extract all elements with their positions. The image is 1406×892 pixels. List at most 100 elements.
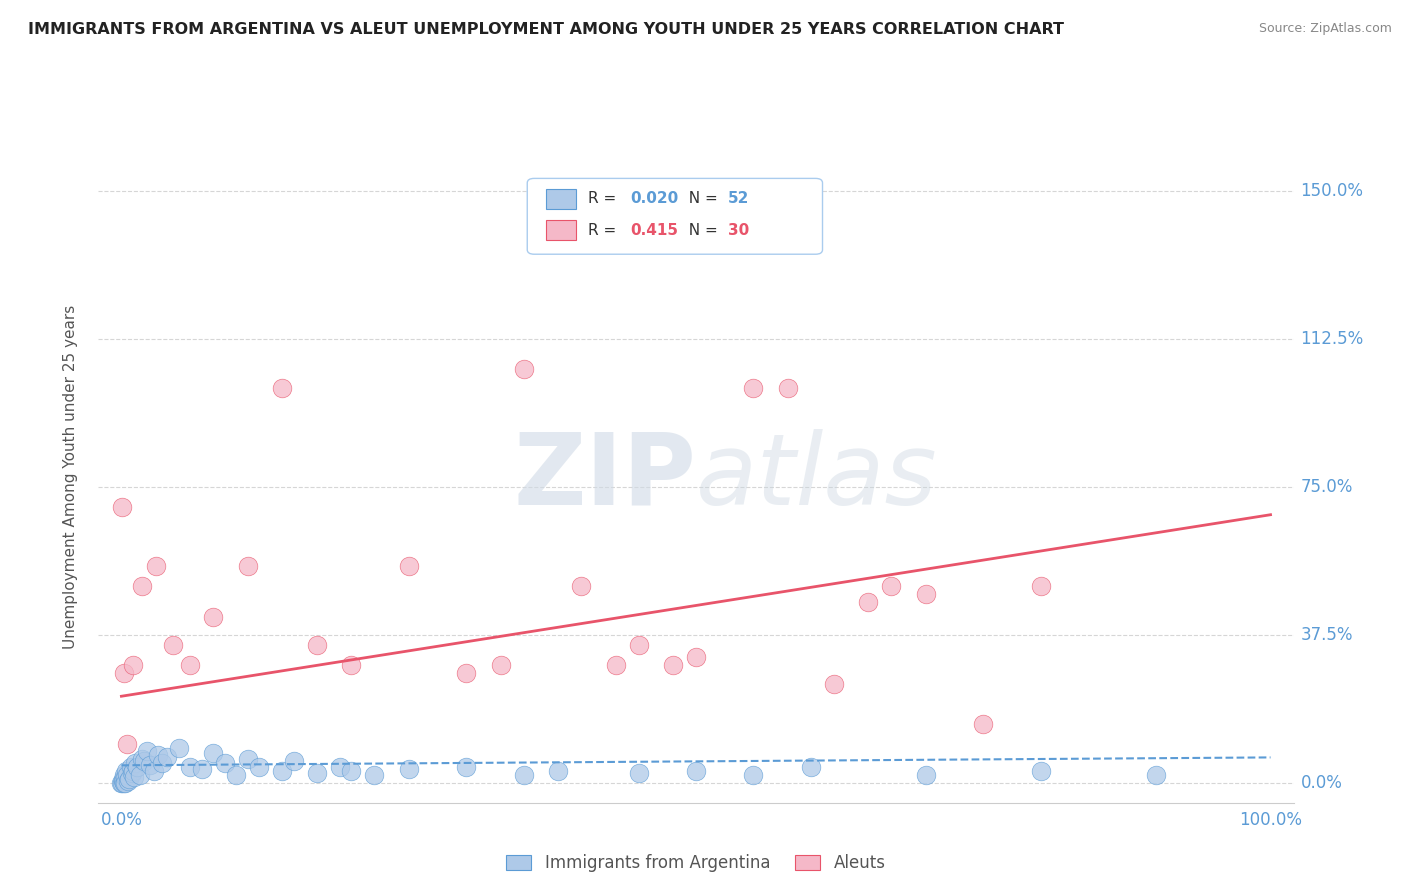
Point: [111, 500, 134, 514]
Point: [605, 657, 627, 672]
Point: [627, 766, 650, 780]
Y-axis label: Unemployment Among Youth under 25 years: Unemployment Among Youth under 25 years: [63, 305, 77, 649]
Point: [685, 649, 707, 664]
Point: [800, 760, 823, 774]
Point: [271, 381, 294, 395]
Point: [191, 762, 214, 776]
Point: [148, 748, 170, 763]
Legend: Immigrants from Argentina, Aleuts: Immigrants from Argentina, Aleuts: [499, 847, 893, 880]
Text: 0.0%: 0.0%: [1301, 774, 1343, 792]
Point: [167, 740, 190, 755]
Point: [456, 665, 478, 680]
Point: [858, 594, 880, 608]
Point: [225, 768, 247, 782]
Point: [156, 750, 179, 764]
Point: [363, 768, 385, 782]
Point: [115, 764, 138, 779]
Text: ZIP: ZIP: [513, 429, 696, 525]
Text: N =: N =: [679, 223, 723, 237]
Point: [120, 760, 142, 774]
Point: [972, 717, 994, 731]
Point: [340, 764, 363, 779]
Text: R =: R =: [588, 223, 621, 237]
Point: [145, 559, 167, 574]
Point: [271, 764, 294, 779]
Point: [111, 774, 134, 789]
Point: [236, 752, 259, 766]
Point: [112, 665, 135, 680]
Point: [179, 760, 201, 774]
Point: [569, 579, 592, 593]
Point: [122, 764, 145, 779]
Point: [115, 737, 138, 751]
Point: [112, 776, 135, 790]
Point: [305, 766, 328, 780]
Text: atlas: atlas: [696, 429, 938, 525]
Point: [142, 764, 165, 779]
Point: [914, 587, 936, 601]
Point: [202, 747, 225, 761]
Point: [398, 559, 420, 574]
Point: [1029, 764, 1052, 779]
Point: [914, 768, 936, 782]
Point: [110, 776, 132, 790]
Point: [627, 638, 650, 652]
Point: [128, 768, 150, 782]
Point: [131, 752, 153, 766]
Point: [823, 677, 845, 691]
Point: [547, 764, 569, 779]
Point: [512, 768, 534, 782]
Text: 30: 30: [728, 223, 749, 237]
Point: [247, 760, 270, 774]
Point: [662, 657, 685, 672]
Point: [776, 381, 799, 395]
Point: [236, 559, 259, 574]
Text: 0.415: 0.415: [630, 223, 678, 237]
Point: [1144, 768, 1167, 782]
Point: [124, 756, 146, 771]
Point: [122, 770, 145, 784]
Point: [111, 776, 134, 790]
Text: 37.5%: 37.5%: [1301, 626, 1353, 644]
Point: [131, 579, 153, 593]
Point: [283, 755, 305, 769]
Point: [118, 772, 141, 786]
Point: [456, 760, 478, 774]
Point: [214, 756, 236, 771]
Point: [202, 610, 225, 624]
Point: [512, 361, 534, 376]
Point: [134, 755, 156, 769]
Text: N =: N =: [679, 192, 723, 206]
Point: [127, 760, 149, 774]
Text: R =: R =: [588, 192, 621, 206]
Text: 52: 52: [728, 192, 749, 206]
Point: [742, 381, 765, 395]
Point: [685, 764, 707, 779]
Point: [880, 579, 903, 593]
Point: [1029, 579, 1052, 593]
Point: [489, 657, 512, 672]
Point: [114, 776, 136, 790]
Point: [742, 768, 765, 782]
Text: Source: ZipAtlas.com: Source: ZipAtlas.com: [1258, 22, 1392, 36]
Point: [162, 638, 184, 652]
Point: [329, 760, 352, 774]
Point: [121, 766, 143, 780]
Point: [150, 756, 173, 771]
Text: 112.5%: 112.5%: [1301, 330, 1364, 348]
Point: [398, 762, 420, 776]
Text: 150.0%: 150.0%: [1301, 182, 1364, 200]
Point: [117, 774, 139, 789]
Point: [115, 768, 138, 782]
Text: 0.020: 0.020: [630, 192, 678, 206]
Point: [305, 638, 328, 652]
Text: IMMIGRANTS FROM ARGENTINA VS ALEUT UNEMPLOYMENT AMONG YOUTH UNDER 25 YEARS CORRE: IMMIGRANTS FROM ARGENTINA VS ALEUT UNEMP…: [28, 22, 1064, 37]
Point: [112, 768, 135, 782]
Point: [114, 770, 136, 784]
Point: [122, 657, 145, 672]
Point: [179, 657, 201, 672]
Point: [112, 772, 135, 786]
Point: [139, 758, 162, 772]
Point: [340, 657, 363, 672]
Text: 75.0%: 75.0%: [1301, 478, 1353, 496]
